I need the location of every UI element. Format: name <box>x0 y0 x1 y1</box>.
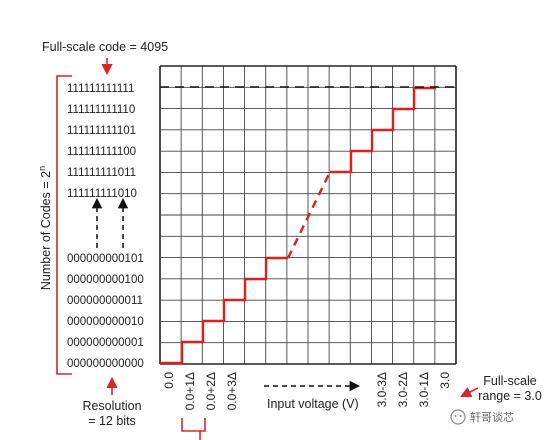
watermark-icon <box>450 409 466 425</box>
full-scale-range-label-1: Full-scale <box>483 374 537 388</box>
resolution-label-2: = 12 bits <box>88 414 136 428</box>
code-labels: 111111111111 111111111110 111111111101 1111… <box>67 83 144 370</box>
code-label: 111111111110 <box>67 104 135 116</box>
delta-bracket <box>181 418 206 432</box>
staircase-gap-dashed <box>286 171 332 259</box>
codes-bracket <box>56 75 72 375</box>
x-tick-label: 3.0-2Δ <box>396 372 410 407</box>
y-axis-label-main: Number of Codes = 2 <box>39 171 53 290</box>
y-axis-label: Number of Codes = 2n <box>37 166 53 290</box>
staircase-upper <box>330 86 436 174</box>
watermark: 轩哥谈芯 <box>450 409 514 425</box>
code-label: 000000000101 <box>67 253 144 265</box>
full-scale-code-label: Full-scale code = 4095 <box>42 40 168 54</box>
x-tick-label: 0.0 <box>162 372 176 389</box>
code-label: 111111111100 <box>67 146 136 158</box>
code-label: 000000000001 <box>67 337 144 349</box>
code-label: 111111111101 <box>67 125 136 137</box>
x-tick-label: 3.0-1Δ <box>417 372 431 407</box>
code-label: 000000000011 <box>67 295 143 307</box>
resolution-label-1: Resolution <box>82 399 141 413</box>
code-label: 000000000100 <box>67 274 144 286</box>
staircase-lower <box>160 256 288 365</box>
code-label: 111111111011 <box>67 167 136 179</box>
y-axis-label-exp: n <box>37 166 47 171</box>
x-tick-label: 0.0+1Δ <box>183 372 197 410</box>
code-label: 000000000000 <box>67 358 144 370</box>
full-scale-range-label-2: range = 3.0 <box>478 389 542 403</box>
x-tick-label: 3.0-3Δ <box>375 372 389 407</box>
x-tick-labels: 0.0 0.0+1Δ 0.0+2Δ 0.0+3Δ 3.0-3Δ 3.0-2Δ 3.0-1Δ 3… <box>162 372 452 411</box>
x-axis-label: Input voltage (V) <box>267 397 359 411</box>
code-label: 000000000010 <box>67 316 144 328</box>
x-tick-label: 0.0+3Δ <box>225 372 239 410</box>
watermark-text: 轩哥谈芯 <box>470 410 514 424</box>
staircase <box>160 86 436 365</box>
x-tick-label: 0.0+2Δ <box>204 372 218 410</box>
x-tick-label: 3.0 <box>438 372 452 389</box>
code-label: 111111111111 <box>67 83 134 95</box>
code-label: 111111111010 <box>67 188 137 200</box>
full-scale-range-arrow <box>459 386 479 398</box>
